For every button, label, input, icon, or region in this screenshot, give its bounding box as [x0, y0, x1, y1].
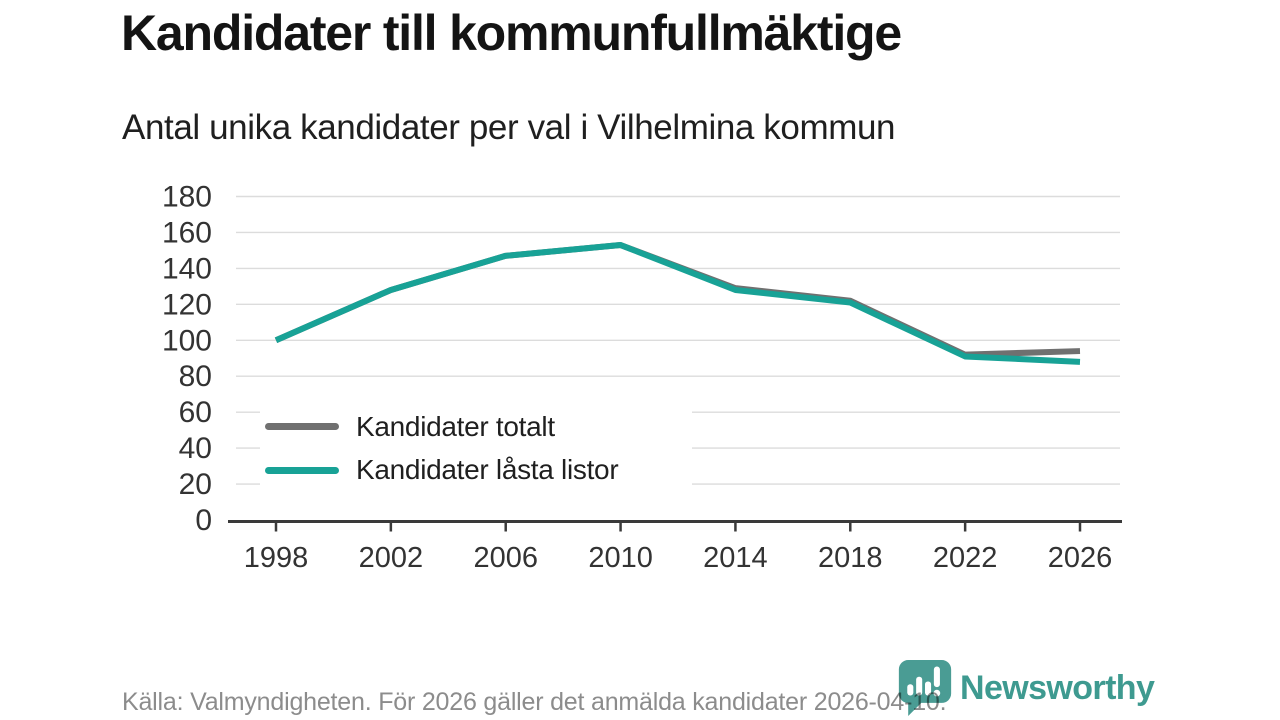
legend-swatch-totalt	[265, 423, 339, 431]
x-tick-label: 2006	[473, 542, 538, 574]
legend-item-totalt: Kandidater totalt	[260, 411, 692, 443]
legend-item-lasta-listor: Kandidater låsta listor	[260, 454, 692, 486]
chart-title: Kandidater till kommunfullmäktige	[121, 5, 902, 61]
x-tick-label: 2002	[359, 542, 424, 574]
newsworthy-logo: Newsworthy	[897, 658, 1155, 718]
chart-subtitle: Antal unika kandidater per val i Vilhelm…	[122, 108, 896, 147]
y-tick-label: 140	[162, 252, 212, 285]
newsworthy-logo-text: Newsworthy	[960, 668, 1155, 707]
series-line	[274, 242, 1081, 358]
series-line	[274, 242, 1081, 365]
x-tick-label: 2026	[1048, 542, 1113, 574]
legend-swatch-lasta-listor	[265, 466, 339, 474]
y-tick-label: 0	[195, 504, 212, 537]
x-tick-label: 2014	[703, 542, 768, 574]
y-tick-label: 80	[179, 360, 212, 393]
logo-bar-chart-glyph	[907, 666, 941, 697]
x-tick-label: 1998	[244, 542, 309, 574]
y-tick-label: 160	[162, 216, 212, 249]
y-tick-label: 60	[179, 396, 212, 429]
y-tick-label: 120	[162, 288, 212, 321]
chart-legend: Kandidater totalt Kandidater låsta listo…	[260, 399, 692, 498]
source-note: Källa: Valmyndigheten. För 2026 gäller d…	[122, 688, 947, 716]
newsworthy-pin-icon	[898, 660, 952, 716]
legend-label-totalt: Kandidater totalt	[356, 410, 555, 442]
y-tick-label: 20	[179, 468, 212, 501]
x-tick-label: 2010	[588, 542, 653, 574]
x-tick-label: 2022	[933, 542, 998, 574]
y-tick-label: 180	[162, 181, 212, 214]
y-tick-label: 100	[162, 324, 212, 357]
y-tick-label: 40	[179, 432, 212, 465]
x-tick-label: 2018	[818, 542, 883, 574]
legend-label-lasta-listor: Kandidater låsta listor	[356, 454, 619, 486]
